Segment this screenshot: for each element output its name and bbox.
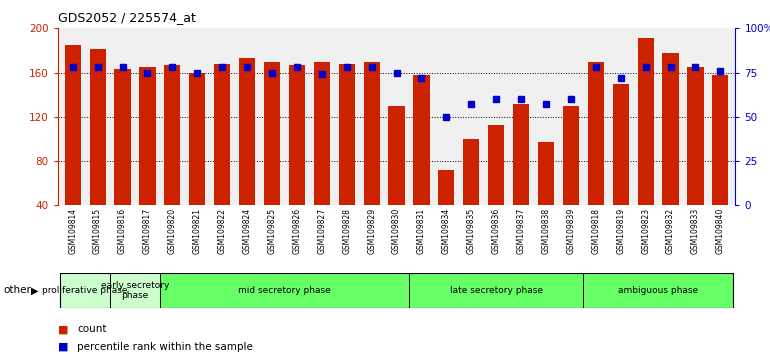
Text: late secretory phase: late secretory phase <box>450 286 543 295</box>
Bar <box>313 62 330 205</box>
Bar <box>613 84 629 205</box>
Bar <box>339 64 355 205</box>
Bar <box>363 62 380 205</box>
Bar <box>139 67 156 205</box>
Text: ▶: ▶ <box>31 285 38 295</box>
Text: percentile rank within the sample: percentile rank within the sample <box>77 342 253 352</box>
Text: ambiguous phase: ambiguous phase <box>618 286 698 295</box>
Text: ■: ■ <box>58 342 69 352</box>
Text: count: count <box>77 324 106 334</box>
Text: GDS2052 / 225574_at: GDS2052 / 225574_at <box>58 11 196 24</box>
Bar <box>65 45 81 205</box>
Bar <box>264 62 280 205</box>
Bar <box>538 142 554 205</box>
Bar <box>588 62 604 205</box>
Bar <box>662 53 678 205</box>
Bar <box>464 139 480 205</box>
Bar <box>638 38 654 205</box>
Bar <box>289 65 305 205</box>
Bar <box>563 106 579 205</box>
Text: early secretory
phase: early secretory phase <box>101 281 169 300</box>
Bar <box>214 64 230 205</box>
Bar <box>239 58 255 205</box>
Bar <box>110 273 160 308</box>
Bar <box>189 73 206 205</box>
Bar <box>160 273 409 308</box>
Bar <box>409 273 584 308</box>
Bar <box>688 67 704 205</box>
Bar <box>388 106 405 205</box>
Text: ■: ■ <box>58 324 69 334</box>
Text: mid secretory phase: mid secretory phase <box>238 286 331 295</box>
Text: other: other <box>4 285 32 295</box>
Bar <box>584 273 733 308</box>
Bar <box>413 75 430 205</box>
Bar <box>712 75 728 205</box>
Bar <box>89 49 105 205</box>
Bar <box>438 170 454 205</box>
Bar <box>60 273 110 308</box>
Bar <box>488 125 504 205</box>
Bar <box>513 104 529 205</box>
Bar <box>115 69 131 205</box>
Text: proliferative phase: proliferative phase <box>42 286 128 295</box>
Bar <box>164 65 180 205</box>
